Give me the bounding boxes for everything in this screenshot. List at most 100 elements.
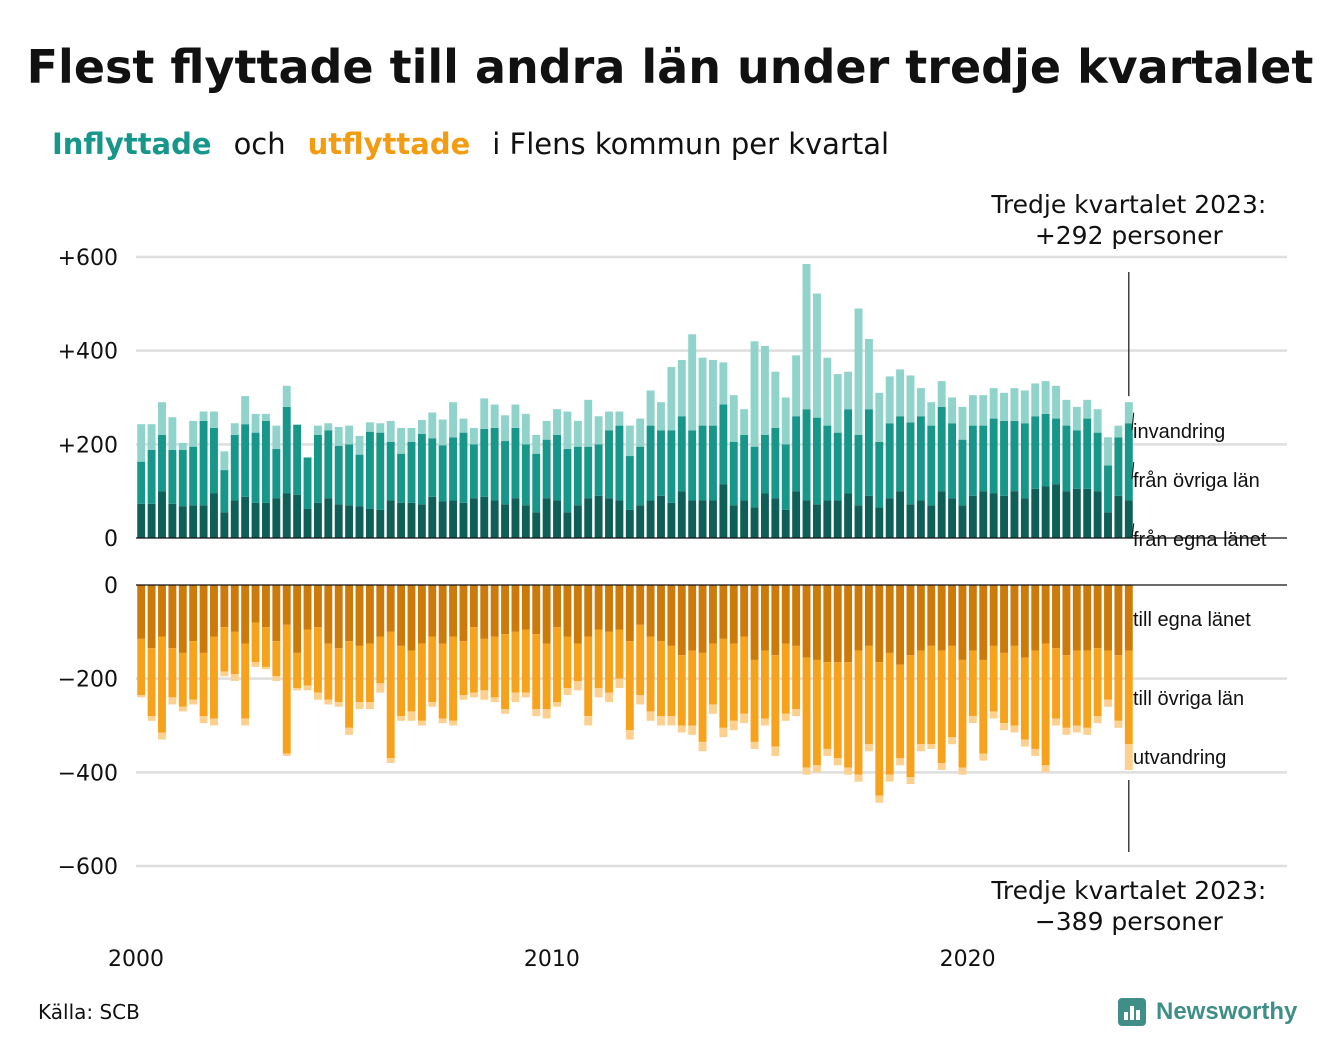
bar-out-2 bbox=[1104, 699, 1112, 707]
bar-out-1 bbox=[168, 648, 177, 698]
bar-in-0 bbox=[511, 498, 520, 538]
bar-in-1 bbox=[501, 441, 510, 505]
bar-in-1 bbox=[792, 416, 801, 492]
bar-out-1 bbox=[979, 659, 988, 754]
bar-in-1 bbox=[293, 424, 302, 495]
bar-out-0 bbox=[386, 585, 395, 632]
top-series-2-leader bbox=[1131, 412, 1135, 431]
bar-in-1 bbox=[1041, 413, 1050, 487]
bar-in-0 bbox=[1093, 491, 1102, 538]
bar-in-0 bbox=[553, 500, 561, 538]
bar-in-1 bbox=[230, 434, 239, 501]
bar-out-0 bbox=[220, 585, 229, 628]
bar-out-2 bbox=[469, 692, 478, 698]
bar-in-2 bbox=[230, 423, 239, 435]
bar-out-2 bbox=[397, 716, 406, 721]
bar-in-1 bbox=[469, 444, 478, 499]
bar-in-0 bbox=[719, 484, 728, 538]
bottom-series-0-label: till egna länet bbox=[1133, 609, 1251, 631]
bar-in-0 bbox=[927, 505, 936, 538]
bar-out-1 bbox=[896, 664, 905, 759]
bar-in-0 bbox=[1114, 495, 1123, 538]
bar-in-0 bbox=[1124, 500, 1133, 538]
bar-out-1 bbox=[397, 645, 406, 717]
bar-out-1 bbox=[438, 643, 447, 719]
bar-out-0 bbox=[1093, 585, 1102, 649]
bar-out-0 bbox=[324, 585, 333, 644]
bar-out-2 bbox=[511, 692, 520, 703]
bar-out-2 bbox=[615, 678, 624, 689]
bar-out-2 bbox=[178, 706, 187, 712]
bar-in-1 bbox=[646, 425, 655, 501]
bar-in-1 bbox=[178, 449, 187, 507]
bar-in-1 bbox=[1062, 425, 1071, 492]
bar-in-1 bbox=[1104, 465, 1112, 513]
bar-in-2 bbox=[1000, 392, 1009, 421]
bar-in-0 bbox=[740, 500, 749, 538]
bar-out-2 bbox=[594, 688, 603, 698]
bar-in-2 bbox=[646, 390, 655, 426]
bar-out-2 bbox=[573, 681, 582, 691]
bar-in-1 bbox=[864, 409, 873, 496]
bar-in-1 bbox=[137, 461, 146, 504]
bar-in-1 bbox=[968, 425, 977, 496]
x-tick-label: 2000 bbox=[108, 947, 164, 972]
bar-in-2 bbox=[1020, 390, 1029, 424]
bar-in-2 bbox=[210, 411, 218, 428]
bar-in-0 bbox=[750, 507, 759, 538]
bar-in-1 bbox=[812, 417, 821, 505]
bar-in-1 bbox=[220, 470, 229, 513]
bar-in-1 bbox=[1052, 418, 1060, 485]
bar-in-2 bbox=[989, 388, 998, 419]
bottom-y-tick-label: −600 bbox=[58, 855, 118, 880]
bar-in-0 bbox=[677, 491, 686, 538]
bar-out-2 bbox=[792, 709, 801, 717]
bar-out-0 bbox=[147, 585, 156, 649]
bar-in-1 bbox=[282, 406, 291, 494]
bar-in-1 bbox=[615, 425, 624, 501]
bar-out-1 bbox=[553, 627, 561, 703]
bar-out-1 bbox=[760, 650, 769, 719]
bar-out-2 bbox=[438, 718, 447, 724]
top-series-1-leader bbox=[1131, 461, 1135, 480]
bar-out-1 bbox=[937, 650, 946, 763]
bar-out-1 bbox=[844, 662, 853, 768]
bar-in-0 bbox=[906, 504, 915, 538]
bar-in-1 bbox=[168, 449, 177, 504]
bar-in-1 bbox=[355, 454, 364, 507]
bar-out-0 bbox=[158, 585, 166, 637]
bar-in-1 bbox=[210, 427, 218, 494]
bottom-y-tick-label: 0 bbox=[104, 574, 118, 599]
bar-in-0 bbox=[521, 505, 530, 538]
bar-in-2 bbox=[864, 338, 873, 410]
bar-out-2 bbox=[958, 767, 967, 775]
bar-out-1 bbox=[355, 645, 364, 703]
bar-in-0 bbox=[1010, 491, 1019, 538]
bar-out-0 bbox=[709, 585, 717, 644]
bar-out-0 bbox=[521, 585, 530, 630]
bar-out-2 bbox=[750, 741, 759, 749]
bar-in-2 bbox=[407, 427, 416, 442]
bar-out-2 bbox=[1052, 718, 1060, 726]
bar-out-0 bbox=[802, 585, 811, 658]
bar-in-0 bbox=[1000, 495, 1009, 538]
bar-in-0 bbox=[293, 494, 302, 538]
bar-in-2 bbox=[282, 385, 291, 407]
bar-in-1 bbox=[313, 434, 322, 503]
bar-out-2 bbox=[1020, 739, 1029, 747]
bar-out-1 bbox=[147, 648, 156, 717]
bar-out-0 bbox=[313, 585, 322, 628]
bar-out-1 bbox=[864, 645, 873, 745]
bar-out-1 bbox=[365, 643, 374, 703]
bar-in-0 bbox=[324, 498, 333, 538]
bar-out-1 bbox=[948, 645, 957, 738]
bar-out-0 bbox=[979, 585, 988, 660]
bar-in-0 bbox=[313, 502, 322, 538]
bar-out-2 bbox=[1000, 723, 1009, 731]
bar-in-2 bbox=[625, 425, 634, 457]
bar-out-2 bbox=[230, 673, 239, 682]
top-series-2-label: invandring bbox=[1133, 421, 1225, 443]
bar-in-0 bbox=[802, 500, 811, 538]
bar-out-1 bbox=[1062, 655, 1071, 728]
